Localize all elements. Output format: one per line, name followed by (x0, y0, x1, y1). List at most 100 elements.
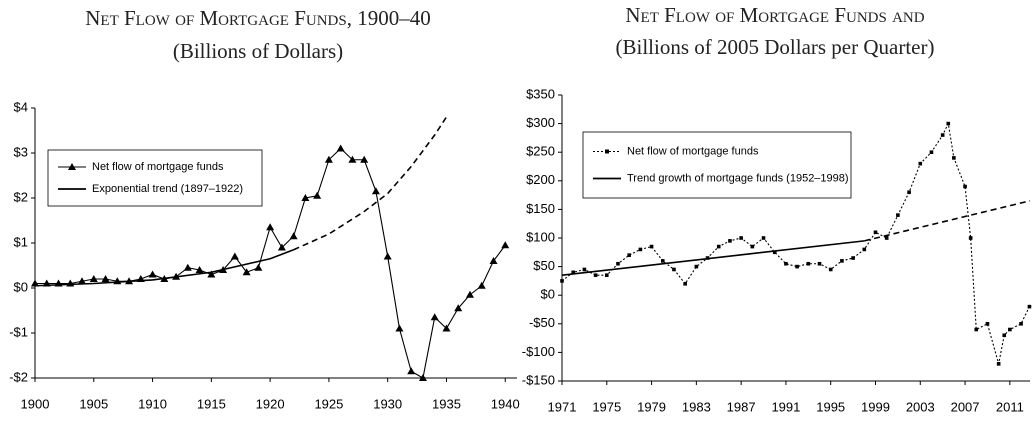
x-tick-label: 1983 (682, 399, 711, 414)
point (277, 243, 286, 251)
point (89, 275, 98, 282)
point (761, 236, 766, 240)
point (974, 327, 979, 332)
point (683, 281, 687, 286)
y-tick-label: -$1 (9, 324, 28, 339)
point (672, 267, 676, 272)
chart-subtitle: (Billions of Dollars) (173, 39, 343, 63)
point (828, 267, 833, 272)
point (946, 121, 951, 126)
point (996, 362, 1001, 366)
y-tick-label: $1 (14, 234, 28, 249)
x-tick-label: 1905 (79, 396, 108, 411)
chart-title: Net Flow of Mortgage Funds and (625, 3, 924, 27)
x-tick-label: 1999 (861, 399, 890, 414)
chart-title: Net Flow of Mortgage Funds, 1900–40 (85, 6, 430, 30)
y-tick-label: -$2 (9, 369, 28, 384)
point (968, 236, 973, 240)
point (1027, 304, 1032, 309)
point (862, 247, 867, 252)
point (289, 232, 298, 240)
point (772, 250, 777, 255)
point (465, 290, 474, 298)
y-tick-label: $3 (14, 144, 28, 159)
x-tick-label: 1915 (197, 396, 226, 411)
x-tick-label: 1925 (314, 396, 343, 411)
point (784, 261, 788, 266)
y-tick-label: -$100 (522, 344, 555, 359)
point (242, 268, 251, 276)
x-tick-label: 1910 (138, 396, 167, 411)
y-tick-label: $100 (526, 229, 555, 244)
point (324, 155, 333, 163)
point (728, 239, 732, 243)
point (1019, 322, 1023, 326)
point (1008, 327, 1012, 332)
series-line (864, 200, 1031, 242)
x-tick-label: 1975 (592, 399, 621, 414)
point (207, 270, 216, 278)
x-tick-label: 1935 (432, 396, 461, 411)
point (454, 304, 463, 312)
legend-label: Exponential trend (1897–1922) (92, 183, 243, 195)
x-tick-label: 1987 (727, 399, 756, 414)
point (31, 279, 39, 287)
point (952, 156, 956, 160)
point (884, 236, 889, 240)
y-tick-label: $150 (526, 201, 555, 216)
point (907, 190, 911, 195)
legend-marker (68, 163, 76, 170)
y-tick-label: $0 (541, 287, 555, 302)
point (582, 267, 587, 272)
point (873, 230, 878, 235)
point (371, 187, 380, 195)
y-tick-label: $4 (14, 99, 28, 114)
point (360, 155, 369, 163)
y-tick-label: $200 (526, 172, 555, 187)
x-tick-label: 2011 (996, 399, 1024, 414)
point (660, 259, 665, 263)
x-tick-label: 1991 (771, 399, 800, 414)
point (195, 266, 204, 273)
point (896, 213, 900, 217)
y-tick-label: -$150 (522, 372, 555, 387)
point (301, 194, 310, 201)
y-tick-label: $50 (533, 258, 555, 273)
y-tick-label: $0 (14, 279, 28, 294)
point (560, 279, 564, 283)
point (477, 281, 486, 289)
point (442, 324, 451, 332)
x-tick-label: 1971 (548, 399, 577, 414)
point (407, 367, 416, 375)
point (501, 241, 510, 249)
x-tick-label: 1930 (373, 396, 402, 411)
point (851, 256, 855, 260)
legend-marker (605, 149, 609, 154)
legend-label: Net flow of mortgage funds (92, 161, 224, 173)
legend-box (582, 131, 852, 199)
point (638, 247, 643, 252)
point (571, 270, 575, 275)
series-line (561, 121, 1030, 364)
x-tick-label: 1900 (21, 396, 50, 411)
point (78, 277, 87, 285)
point (230, 252, 239, 260)
legend-label: Trend growth of mortgage funds (1952–199… (627, 172, 849, 184)
point (489, 257, 498, 264)
point (604, 273, 609, 277)
point (336, 144, 345, 152)
point (840, 259, 844, 263)
point (616, 261, 620, 266)
point (929, 150, 934, 154)
point (985, 322, 990, 326)
point (430, 313, 439, 321)
series-line (34, 249, 294, 287)
point (694, 264, 699, 269)
point (739, 236, 743, 240)
point (101, 275, 110, 282)
point (383, 252, 392, 260)
y-tick-label: $300 (526, 115, 555, 130)
point (649, 244, 654, 249)
chart-subtitle: (Billions of 2005 Dollars per Quarter) (615, 35, 934, 59)
x-tick-label: 1920 (256, 396, 285, 411)
